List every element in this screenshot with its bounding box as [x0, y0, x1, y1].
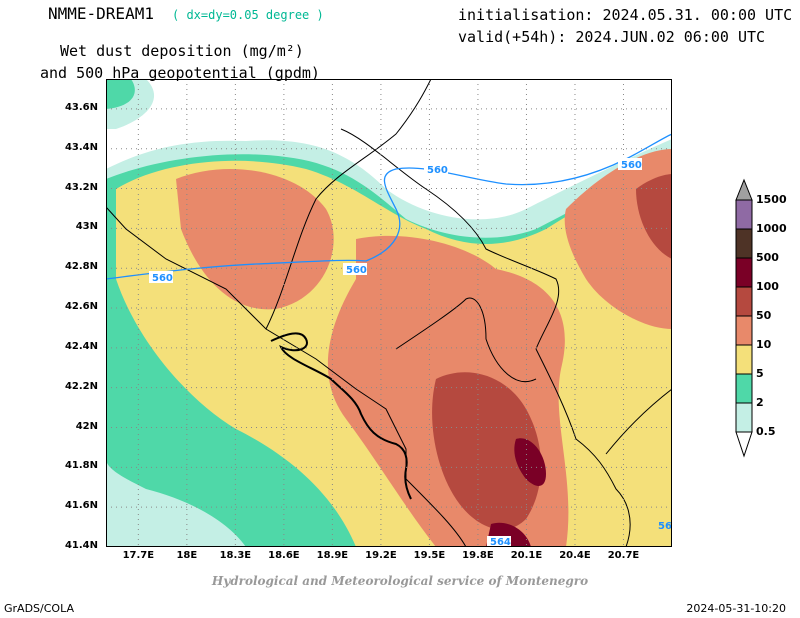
- lon-tick-label: 20.7E: [607, 550, 640, 561]
- contour-label: 564: [490, 537, 511, 547]
- legend-label: 50: [756, 309, 772, 322]
- map-title-line2: and 500 hPa geopotential (gpdm): [40, 64, 320, 82]
- legend-label: 5: [756, 367, 764, 380]
- contour-label: 560: [152, 273, 173, 284]
- border-line-5: [405, 478, 467, 547]
- lon-tick-label: 18E: [176, 550, 198, 561]
- legend-swatch: [735, 315, 753, 346]
- legend-swatch: [735, 344, 753, 375]
- lat-tick-label: 41.4N: [64, 540, 98, 551]
- border-line-2: [265, 79, 432, 330]
- lon-tick-label: 20.4E: [559, 550, 591, 561]
- lon-tick-label: 18.6E: [268, 550, 300, 561]
- lat-tick-label: 43.2N: [64, 181, 98, 193]
- lon-tick-label: 19.5E: [413, 550, 446, 561]
- lon-tick-label: 18.3E: [219, 550, 252, 561]
- legend-swatch: [735, 402, 753, 433]
- timestamp: 2024-05-31-10:20: [686, 602, 786, 615]
- legend-label: 1500: [756, 193, 787, 206]
- deposition-area-2-nw: [106, 79, 135, 109]
- border-line-3: [340, 128, 560, 350]
- border-line-4: [535, 348, 631, 547]
- legend-swatch: [735, 199, 753, 230]
- lon-tick-label: 18.9E: [316, 550, 349, 561]
- lat-tick-label: 42.8N: [64, 261, 98, 273]
- legend-swatch: [735, 257, 753, 288]
- contour-label: 560: [621, 160, 642, 171]
- lat-tick-label: 42.6N: [64, 301, 98, 313]
- lat-tick-label: 42.4N: [64, 340, 98, 352]
- legend-label: 10: [756, 338, 772, 351]
- lon-tick-label: 19.2E: [365, 550, 397, 561]
- lat-tick-label: 43N: [75, 221, 98, 233]
- color-legend: [735, 178, 753, 458]
- lat-tick-label: 42N: [75, 420, 98, 432]
- lat-tick-label: 41.8N: [64, 460, 98, 472]
- legend-label: 500: [756, 251, 779, 264]
- contour-label: 56: [658, 521, 672, 532]
- initialisation-time: initialisation: 2024.05.31. 00:00 UTC: [458, 6, 793, 24]
- valid-time: valid(+54h): 2024.JUN.02 06:00 UTC: [458, 28, 766, 46]
- legend-swatch: [735, 286, 753, 317]
- legend-arrow-bottom: [735, 431, 753, 458]
- border-line-6: [395, 297, 537, 383]
- lat-tick-label: 43.4N: [64, 141, 98, 153]
- border-line: [106, 206, 407, 479]
- deposition-area-50: [432, 372, 541, 530]
- map-title-line1: Wet dust deposition (mg/m²): [60, 42, 304, 60]
- border-line-7: [605, 388, 672, 455]
- map-frame: [106, 79, 672, 547]
- legend-arrow-top: [735, 178, 753, 201]
- coastline: [270, 332, 412, 500]
- model-name: NMME-DREAM1: [48, 4, 154, 23]
- lon-tick-label: 19.8E: [462, 550, 494, 561]
- credit-line: Hydrological and Meteorological service …: [211, 574, 589, 588]
- legend-label: 1000: [756, 222, 787, 235]
- dust-deposition-map: 560 560 560 560 564 56: [106, 79, 672, 547]
- legend-label: 0.5: [756, 425, 776, 438]
- contour-label: 560: [346, 265, 367, 276]
- lon-tick-label: 17.7E: [122, 550, 155, 561]
- legend-swatch: [735, 373, 753, 404]
- legend-label: 2: [756, 396, 764, 409]
- lat-tick-label: 43.6N: [64, 101, 98, 113]
- deposition-area-100: [514, 438, 546, 486]
- deposition-area-50-east: [636, 174, 672, 259]
- lat-tick-label: 41.6N: [64, 500, 98, 512]
- lon-tick-label: 20.1E: [510, 550, 543, 561]
- legend-label: 100: [756, 280, 779, 293]
- lat-tick-label: 42.2N: [64, 380, 98, 392]
- software-label: GrADS/COLA: [4, 602, 74, 615]
- legend-swatch: [735, 228, 753, 259]
- model-resolution: ( dx=dy=0.05 degree ): [172, 8, 324, 22]
- deposition-area-10: [176, 169, 334, 310]
- contour-label: 560: [427, 165, 448, 176]
